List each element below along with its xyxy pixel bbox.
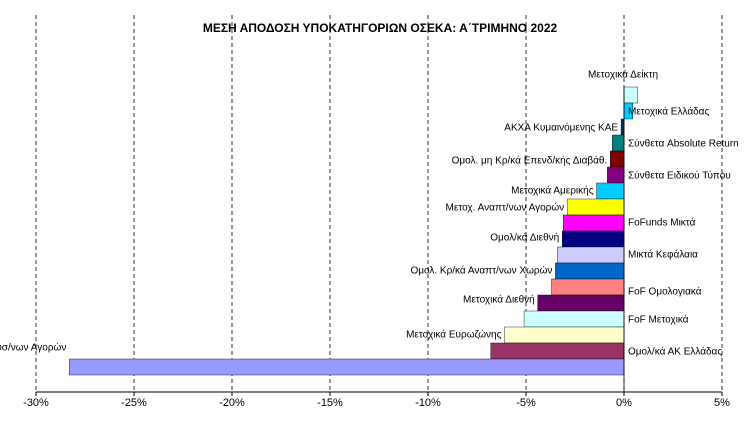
x-tick-label: -25%: [121, 397, 147, 409]
bar: [620, 118, 625, 136]
x-tick-label: 5%: [714, 397, 730, 409]
bar-label: Μετοχ. Αναπτυσ/νων Αγορών: [0, 342, 66, 354]
bar-label: Σύνθετα Ειδικού Τύπου: [628, 170, 731, 182]
x-tick-label: -15%: [317, 397, 343, 409]
x-tick-label: -10%: [415, 397, 441, 409]
bar: [504, 326, 625, 344]
x-tick-label: -5%: [516, 397, 536, 409]
bar: [523, 310, 625, 328]
bar: [612, 134, 625, 152]
bar: [607, 166, 625, 184]
bar: [490, 342, 625, 360]
chart-title: ΜΕΣΗ ΑΠΟΔΟΣΗ ΥΠΟΚΑΤΗΓΟΡΙΩΝ ΟΣΕΚΑ: Α΄ΤΡΙΜ…: [203, 21, 558, 35]
bar: [563, 214, 625, 232]
x-tick-label: 0%: [616, 397, 632, 409]
bar-label: FoFunds Μικτά: [628, 217, 696, 229]
bar: [623, 86, 638, 104]
bar: [596, 182, 625, 200]
bar-label: Μετοχικά Αμερικής: [511, 185, 594, 197]
bar: [557, 246, 625, 264]
bar-label: Ομολ. μη Κρ/κά Επενδ/κής Διαβάθ.: [452, 155, 608, 167]
bar-label: Μετοχικά Δείκτη: [588, 69, 658, 81]
bar: [566, 198, 625, 216]
bar-label: Μετοχ. Αναπτ/νων Αγορών: [446, 202, 565, 214]
bar-label: Ομολ. Κρ/κά Αναπτ/νων Χωρών: [410, 265, 552, 277]
bar: [610, 150, 625, 168]
bar-label: Ομολ/κά Διεθνή: [490, 232, 559, 244]
bar: [537, 294, 625, 312]
bar-label: ΑΚΧΑ Κυμαινόμενης ΚΑΕ: [504, 122, 618, 134]
bar: [562, 230, 625, 248]
bar-label: Μετοχικά Ευρωζώνης: [406, 329, 502, 341]
bar: [551, 278, 625, 296]
bar-label: Μετοχικά Ελλάδας: [628, 106, 709, 118]
bar-label: Μικτά Κεφάλαια: [628, 249, 698, 261]
x-tick-label: -20%: [219, 397, 245, 409]
bar-label: Ομολ/κά ΑΚ Ελλάδας: [628, 346, 722, 358]
bar: [555, 262, 625, 280]
bar: [69, 358, 625, 376]
bar-label: Μετοχικά Διεθνή: [463, 294, 535, 306]
x-tick-label: -30%: [23, 397, 49, 409]
bar-label: FoF Μετοχικά: [628, 314, 689, 326]
bar-label: FoF Ομολογιακά: [628, 286, 702, 298]
bar-label: Σύνθετα Absolute Return: [628, 138, 739, 150]
